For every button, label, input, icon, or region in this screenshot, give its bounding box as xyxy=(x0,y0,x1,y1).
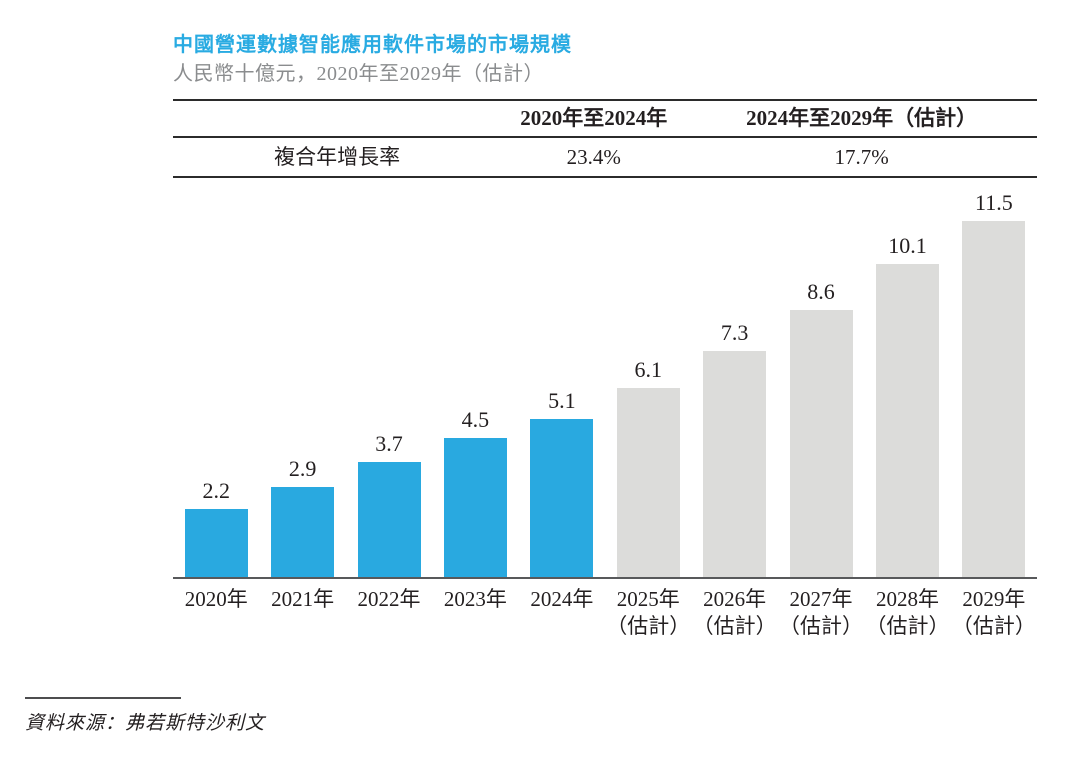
bar-value-label: 5.1 xyxy=(548,387,576,413)
bar-column: 3.7 xyxy=(346,178,432,577)
x-axis-year: 2027年 xyxy=(789,587,853,611)
x-axis-tick-label: 2029年 （估計） xyxy=(951,586,1037,640)
cagr-table-header-row: 2020年至2024年 2024年至2029年（估計） xyxy=(173,101,1037,138)
cagr-value-period2: 17.7% xyxy=(834,144,889,169)
bar-actual xyxy=(443,437,507,577)
x-axis-tick-label: 2023年 xyxy=(432,586,518,640)
cagr-table: 2020年至2024年 2024年至2029年（估計） 複合年增長率 23.4%… xyxy=(173,99,1037,178)
chart-figure: 中國營運數據智能應用軟件市場的市場規模 人民幣十億元，2020年至2029年（估… xyxy=(173,0,1037,640)
x-axis-estimate-suffix: （估計） xyxy=(865,614,950,638)
x-axis-year: 2024年 xyxy=(530,587,594,611)
x-axis-tick-label: 2021年 xyxy=(259,586,345,640)
x-axis-year: 2020年 xyxy=(184,587,248,611)
bar-value-label: 11.5 xyxy=(975,189,1013,215)
bar-actual xyxy=(271,487,335,577)
x-axis-labels: 2020年 2021年 2022年 2023年 2024年 2025年 （估計） 2026年 （… xyxy=(173,586,1037,640)
x-axis-year: 2026年 xyxy=(703,587,767,611)
bar-actual xyxy=(184,508,248,577)
x-axis-tick-label: 2022年 xyxy=(346,586,432,640)
x-axis-estimate-suffix: （估計） xyxy=(606,614,691,638)
x-axis-tick-label: 2026年 （估計） xyxy=(691,586,777,640)
source-divider-line xyxy=(25,697,181,699)
chart-subtitle: 人民幣十億元，2020年至2029年（估計） xyxy=(173,63,544,85)
bar-actual xyxy=(357,462,421,577)
x-axis-year: 2029年 xyxy=(962,587,1026,611)
cagr-header-period2: 2024年至2029年（估計） xyxy=(746,106,978,130)
bar-value-label: 7.3 xyxy=(720,319,749,345)
bar-chart: 2.2 2.9 3.7 4.5 5.1 6.1 7.3 8.6 10.1 11.5 2020年 20… xyxy=(173,178,1037,640)
bar-column: 2.2 xyxy=(173,178,259,577)
x-axis-tick-label: 2027年 （估計） xyxy=(778,586,864,640)
bar-estimate xyxy=(875,263,939,577)
bar-estimate xyxy=(962,220,1026,577)
x-axis-year: 2021年 xyxy=(271,587,335,611)
bar-estimate xyxy=(616,387,680,577)
source-block: 資料來源：弗若斯特沙利文 xyxy=(25,697,265,735)
bar-chart-plot-area: 2.2 2.9 3.7 4.5 5.1 6.1 7.3 8.6 10.1 11.5 xyxy=(173,178,1037,579)
x-axis-year: 2022年 xyxy=(357,587,421,611)
bar-column: 10.1 xyxy=(864,178,950,577)
bar-column: 7.3 xyxy=(691,178,777,577)
bar-column: 11.5 xyxy=(951,178,1037,577)
cagr-table-value-row: 複合年增長率 23.4% 17.7% xyxy=(173,138,1037,176)
x-axis-tick-label: 2025年 （估計） xyxy=(605,586,691,640)
bar-column: 4.5 xyxy=(432,178,518,577)
cagr-row-label: 複合年增長率 xyxy=(274,144,401,169)
x-axis-estimate-suffix: （估計） xyxy=(692,614,777,638)
bar-value-label: 6.1 xyxy=(634,356,662,382)
x-axis-tick-label: 2024年 xyxy=(519,586,605,640)
cagr-value-period1: 23.4% xyxy=(566,144,621,169)
bar-value-label: 8.6 xyxy=(807,279,835,305)
bar-column: 8.6 xyxy=(778,178,864,577)
x-axis-year: 2025年 xyxy=(616,587,680,611)
x-axis-year: 2028年 xyxy=(875,587,939,611)
bar-estimate xyxy=(703,350,767,577)
x-axis-tick-label: 2020年 xyxy=(173,586,259,640)
bar-value-label: 10.1 xyxy=(888,232,927,258)
x-axis-estimate-suffix: （估計） xyxy=(779,614,864,638)
bar-estimate xyxy=(789,310,853,577)
x-axis-estimate-suffix: （估計） xyxy=(951,614,1036,638)
chart-title: 中國營運數據智能應用軟件市場的市場規模 xyxy=(173,34,572,56)
bar-column: 6.1 xyxy=(605,178,691,577)
bar-value-label: 4.5 xyxy=(461,406,490,432)
cagr-header-period1: 2020年至2024年 xyxy=(520,106,668,130)
bar-value-label: 2.2 xyxy=(202,477,230,503)
source-note: 資料來源：弗若斯特沙利文 xyxy=(25,713,266,734)
x-axis-tick-label: 2028年 （估計） xyxy=(864,586,950,640)
bar-actual xyxy=(530,418,594,577)
bar-column: 2.9 xyxy=(259,178,345,577)
bar-value-label: 3.7 xyxy=(375,431,403,457)
x-axis-year: 2023年 xyxy=(443,587,507,611)
bar-column: 5.1 xyxy=(519,178,605,577)
bar-value-label: 2.9 xyxy=(288,456,317,482)
